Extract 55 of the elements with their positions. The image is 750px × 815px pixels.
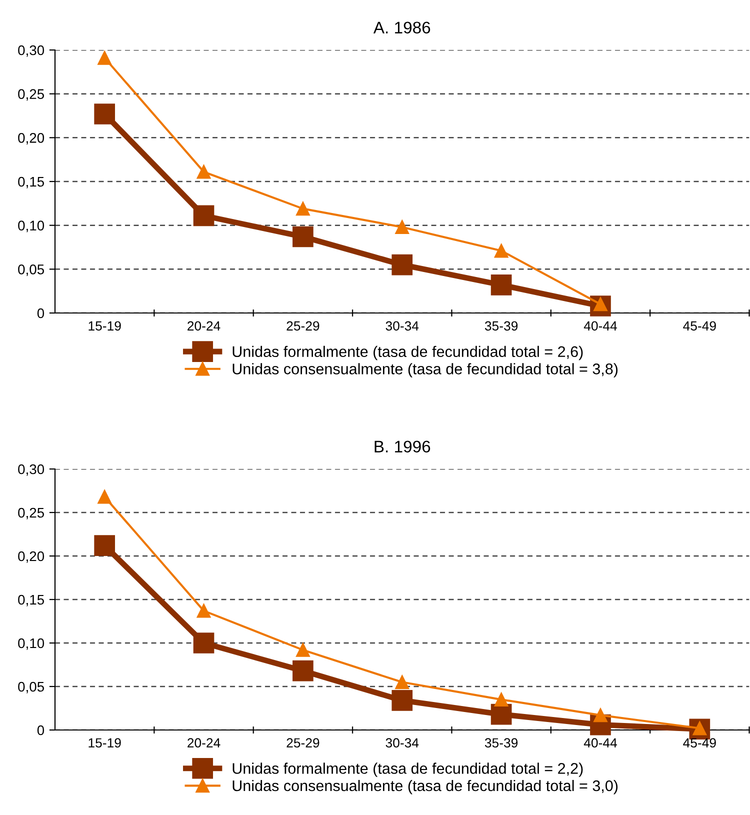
y-tick-label: 0,25 [18,89,44,101]
y-tick-label: 0 [37,308,44,318]
point [296,643,310,657]
point [196,604,211,618]
point [193,205,214,226]
point [395,220,410,234]
y-tick-label: 0,30 [18,45,44,57]
point [94,104,116,124]
x-tick-label: 40-44 [584,738,617,748]
point [94,535,116,556]
y-tick-label: 0 [37,725,44,736]
point [196,164,211,179]
x-tick-label: 25-29 [286,321,320,331]
legend-label: Unidas consensualmente (tasa de fecundidad total = 3,8) [232,363,618,378]
x-tick-label: 45-49 [683,321,716,331]
y-tick-label: 0,05 [18,264,44,276]
point [494,244,508,258]
x-tick-label: 15-19 [88,321,121,331]
x-tick-label: 40-44 [584,321,617,331]
x-tick-label: 30-34 [386,738,419,748]
point [292,660,314,682]
y-tick-label: 0,10 [18,638,44,650]
point [98,50,112,65]
x-tick-label: 30-34 [386,321,419,331]
point [296,202,310,216]
legend-label: Unidas consensualmente (tasa de fecundidad total = 3,0) [232,780,618,794]
point [494,692,508,706]
point [490,704,512,725]
y-tick-label: 0,20 [18,551,44,563]
x-tick-label: 35-39 [484,738,518,748]
y-tick-label: 0,15 [18,176,44,188]
y-tick-label: 0,15 [18,594,44,606]
y-tick-label: 0,25 [18,508,44,520]
legend-label: Unidas formalmente (tasa de fecundidad total = 2,6) [232,346,583,360]
x-tick-label: 25-29 [286,738,320,748]
x-tick-label: 15-19 [88,738,121,748]
point [392,690,413,711]
point [98,490,112,504]
y-tick-label: 0,10 [18,220,44,232]
y-tick-label: 0,05 [18,682,44,694]
point [392,254,413,276]
chart-title: A. 1986 [373,22,430,34]
point [395,675,410,690]
x-tick-label: 20-24 [188,738,220,748]
point [490,274,512,296]
point [594,708,608,722]
y-tick-label: 0,30 [18,464,44,476]
point [193,632,214,654]
x-tick-label: 45-49 [683,738,716,748]
legend-label: Unidas formalmente (tasa de fecundidad total = 2,2) [232,762,583,777]
point [292,226,314,248]
chart-title: B. 1996 [374,440,430,452]
x-tick-label: 20-24 [188,321,220,331]
y-tick-label: 0,20 [18,133,44,144]
x-tick-label: 35-39 [484,321,518,331]
